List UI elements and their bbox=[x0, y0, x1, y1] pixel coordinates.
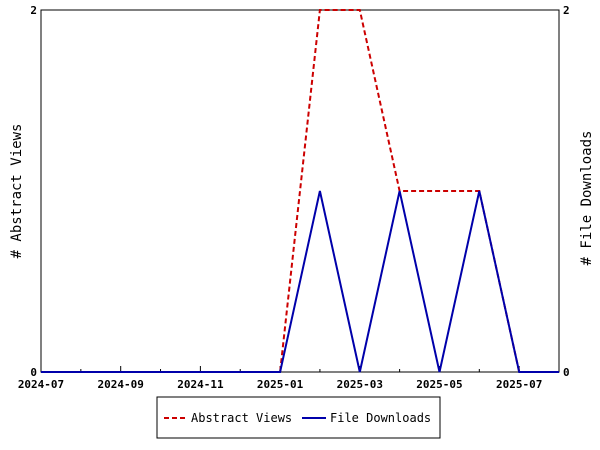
x-axis: 2024-07 2024-09 2024-11 2025-01 2025-03 2025-… bbox=[18, 366, 560, 391]
y-left-tick-label: 2 bbox=[30, 4, 37, 17]
plot-area bbox=[40, 9, 560, 373]
series-line-file-downloads bbox=[41, 190, 559, 373]
x-tick-label: 2025-03 bbox=[337, 378, 383, 391]
series-layer bbox=[41, 9, 559, 373]
x-tick-label: 2024-11 bbox=[177, 378, 224, 391]
x-tick-label: 2025-07 bbox=[496, 378, 542, 391]
x-tick-label: 2025-05 bbox=[416, 378, 462, 391]
legend-box bbox=[156, 396, 441, 439]
legend: Abstract Views File Downloads bbox=[156, 396, 441, 439]
legend-label-file-downloads: File Downloads bbox=[330, 411, 431, 425]
legend-label-abstract-views: Abstract Views bbox=[191, 411, 292, 425]
y-left-tick-label: 0 bbox=[30, 366, 37, 379]
y-axis-right-title: # File Downloads bbox=[579, 131, 595, 266]
x-tick-label: 2024-07 bbox=[18, 378, 64, 391]
x-tick-label: 2024-09 bbox=[98, 378, 144, 391]
y-right-tick-label: 0 bbox=[563, 366, 570, 379]
x-tick-label: 2025-01 bbox=[257, 378, 304, 391]
y-axis-left-title: # Abstract Views bbox=[9, 124, 25, 259]
y-right-tick-label: 2 bbox=[563, 4, 570, 17]
